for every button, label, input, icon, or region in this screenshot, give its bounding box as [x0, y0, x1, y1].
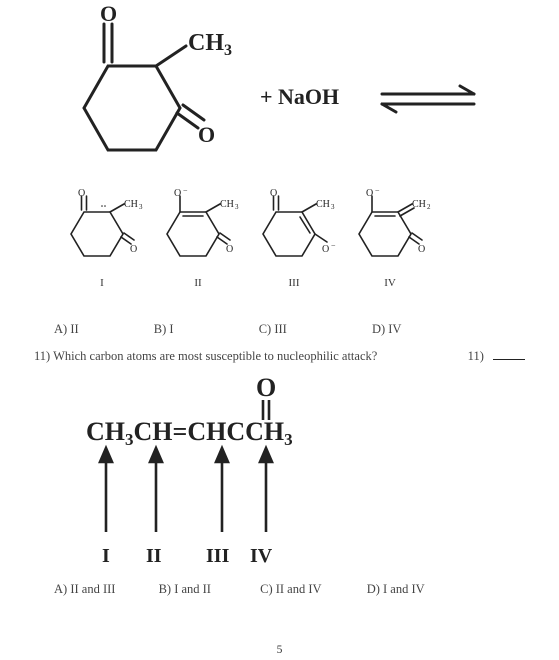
carbonyl-O: O: [256, 373, 276, 402]
q11-figure: O CH3CH=CHCCH3: [82, 372, 525, 578]
roman-III: III: [289, 277, 300, 289]
svg-text:O: O: [366, 188, 373, 199]
q10-figure: O CH 3 O + NaOH: [46, 6, 525, 316]
page-number: 5: [0, 644, 559, 656]
svg-text:O: O: [174, 188, 181, 199]
svg-text:−: −: [183, 186, 188, 195]
q10-plus-naoh: + NaOH: [260, 84, 339, 109]
q11-choices: A) II and III B) I and II C) II and IV D…: [54, 582, 525, 597]
arrow-label-I: I: [102, 545, 110, 567]
svg-text:O: O: [100, 6, 117, 26]
svg-text:O: O: [270, 188, 277, 199]
svg-text:CH: CH: [220, 199, 234, 210]
svg-text:O: O: [78, 188, 85, 199]
svg-text:O: O: [130, 244, 137, 255]
svg-text:CH: CH: [316, 199, 330, 210]
roman-IV: IV: [384, 277, 396, 289]
svg-text:CH: CH: [188, 30, 224, 56]
svg-text:3: 3: [235, 203, 239, 211]
arrow-label-III: III: [206, 545, 230, 567]
svg-text:3: 3: [224, 42, 232, 59]
q11-choice-B[interactable]: B) I and II: [159, 582, 211, 597]
q11-number: 11): [34, 349, 50, 363]
roman-II: II: [194, 277, 202, 289]
roman-I: I: [100, 277, 104, 289]
q10-products-row: O CH 3 O I: [71, 186, 431, 289]
arrow-label-II: II: [146, 545, 162, 567]
page-root: O CH 3 O + NaOH: [0, 0, 559, 660]
answer-blank[interactable]: [493, 349, 525, 360]
q11-structure: CH3CH=CHCCH3: [86, 417, 293, 449]
arrow-label-IV: IV: [250, 545, 273, 567]
q11-choice-D[interactable]: D) I and IV: [367, 582, 425, 597]
svg-text:3: 3: [331, 203, 335, 211]
svg-text:2: 2: [427, 203, 431, 211]
q10-choices: A) II B) I C) III D) IV: [54, 322, 525, 337]
q11-stem-row: 11) Which carbon atoms are most suscepti…: [34, 349, 525, 364]
svg-text:CH: CH: [412, 199, 426, 210]
svg-text:CH: CH: [124, 199, 138, 210]
q10-choice-D[interactable]: D) IV: [372, 322, 402, 337]
svg-text:−: −: [375, 186, 380, 195]
q11-stem: Which carbon atoms are most susceptible …: [53, 349, 377, 363]
svg-text:O: O: [226, 244, 233, 255]
q11-choice-C[interactable]: C) II and IV: [260, 582, 321, 597]
q10-choice-B[interactable]: B) I: [154, 322, 174, 337]
q11-choice-A[interactable]: A) II and III: [54, 582, 115, 597]
svg-text:O: O: [198, 122, 215, 147]
svg-text:O: O: [322, 244, 329, 255]
q11-arrows: [100, 448, 272, 532]
svg-text:3: 3: [139, 203, 143, 211]
q10-choice-C[interactable]: C) III: [259, 322, 287, 337]
q10-choice-A[interactable]: A) II: [54, 322, 79, 337]
q11-right-marker: 11): [468, 349, 484, 363]
svg-text:O: O: [418, 244, 425, 255]
svg-text:−: −: [331, 241, 336, 250]
